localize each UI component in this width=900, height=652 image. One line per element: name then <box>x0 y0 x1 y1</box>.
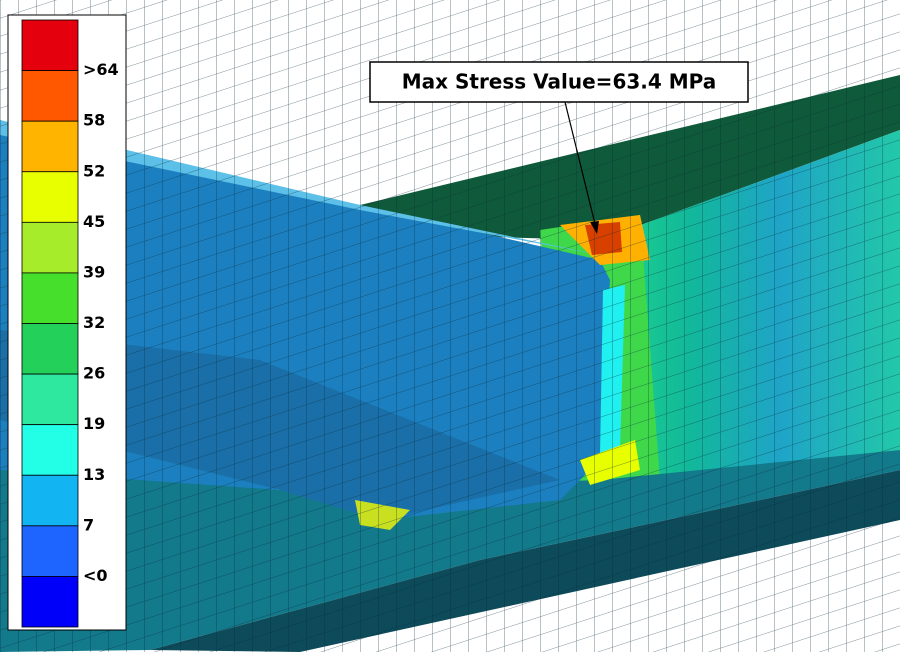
legend-swatch <box>21 525 79 577</box>
legend-label: 45 <box>83 212 105 231</box>
legend-label: 19 <box>83 414 105 433</box>
legend-swatch <box>21 171 79 223</box>
legend-label: 52 <box>83 161 105 180</box>
annotation-arrow <box>564 101 598 233</box>
legend-swatch <box>21 272 79 324</box>
arrow-head <box>590 221 599 234</box>
annotation-box <box>369 61 749 103</box>
legend-swatch <box>21 70 79 122</box>
legend-swatch <box>21 120 79 173</box>
legend-label: 32 <box>83 313 105 332</box>
legend-swatch <box>21 373 79 426</box>
legend-swatch <box>21 424 79 476</box>
legend-swatch <box>21 221 79 274</box>
legend-swatch <box>21 474 79 527</box>
legend-label: 58 <box>83 111 105 130</box>
legend-label: >64 <box>83 60 119 79</box>
annotation-text: Max Stress Value=63.4 MPa <box>402 70 717 94</box>
annotation: Max Stress Value=63.4 MPa <box>369 61 749 234</box>
legend-swatch <box>21 323 79 375</box>
legend-swatch <box>21 576 79 628</box>
legend-label: <0 <box>83 566 108 585</box>
legend-label: 39 <box>83 262 105 281</box>
legend-label: 26 <box>83 364 105 383</box>
legend-label: 7 <box>83 515 94 534</box>
legend: >64 58 52 45 39 32 26 19 13 7 <0 <box>21 19 119 628</box>
legend-label: 13 <box>83 465 105 484</box>
legend-swatch <box>21 19 79 71</box>
